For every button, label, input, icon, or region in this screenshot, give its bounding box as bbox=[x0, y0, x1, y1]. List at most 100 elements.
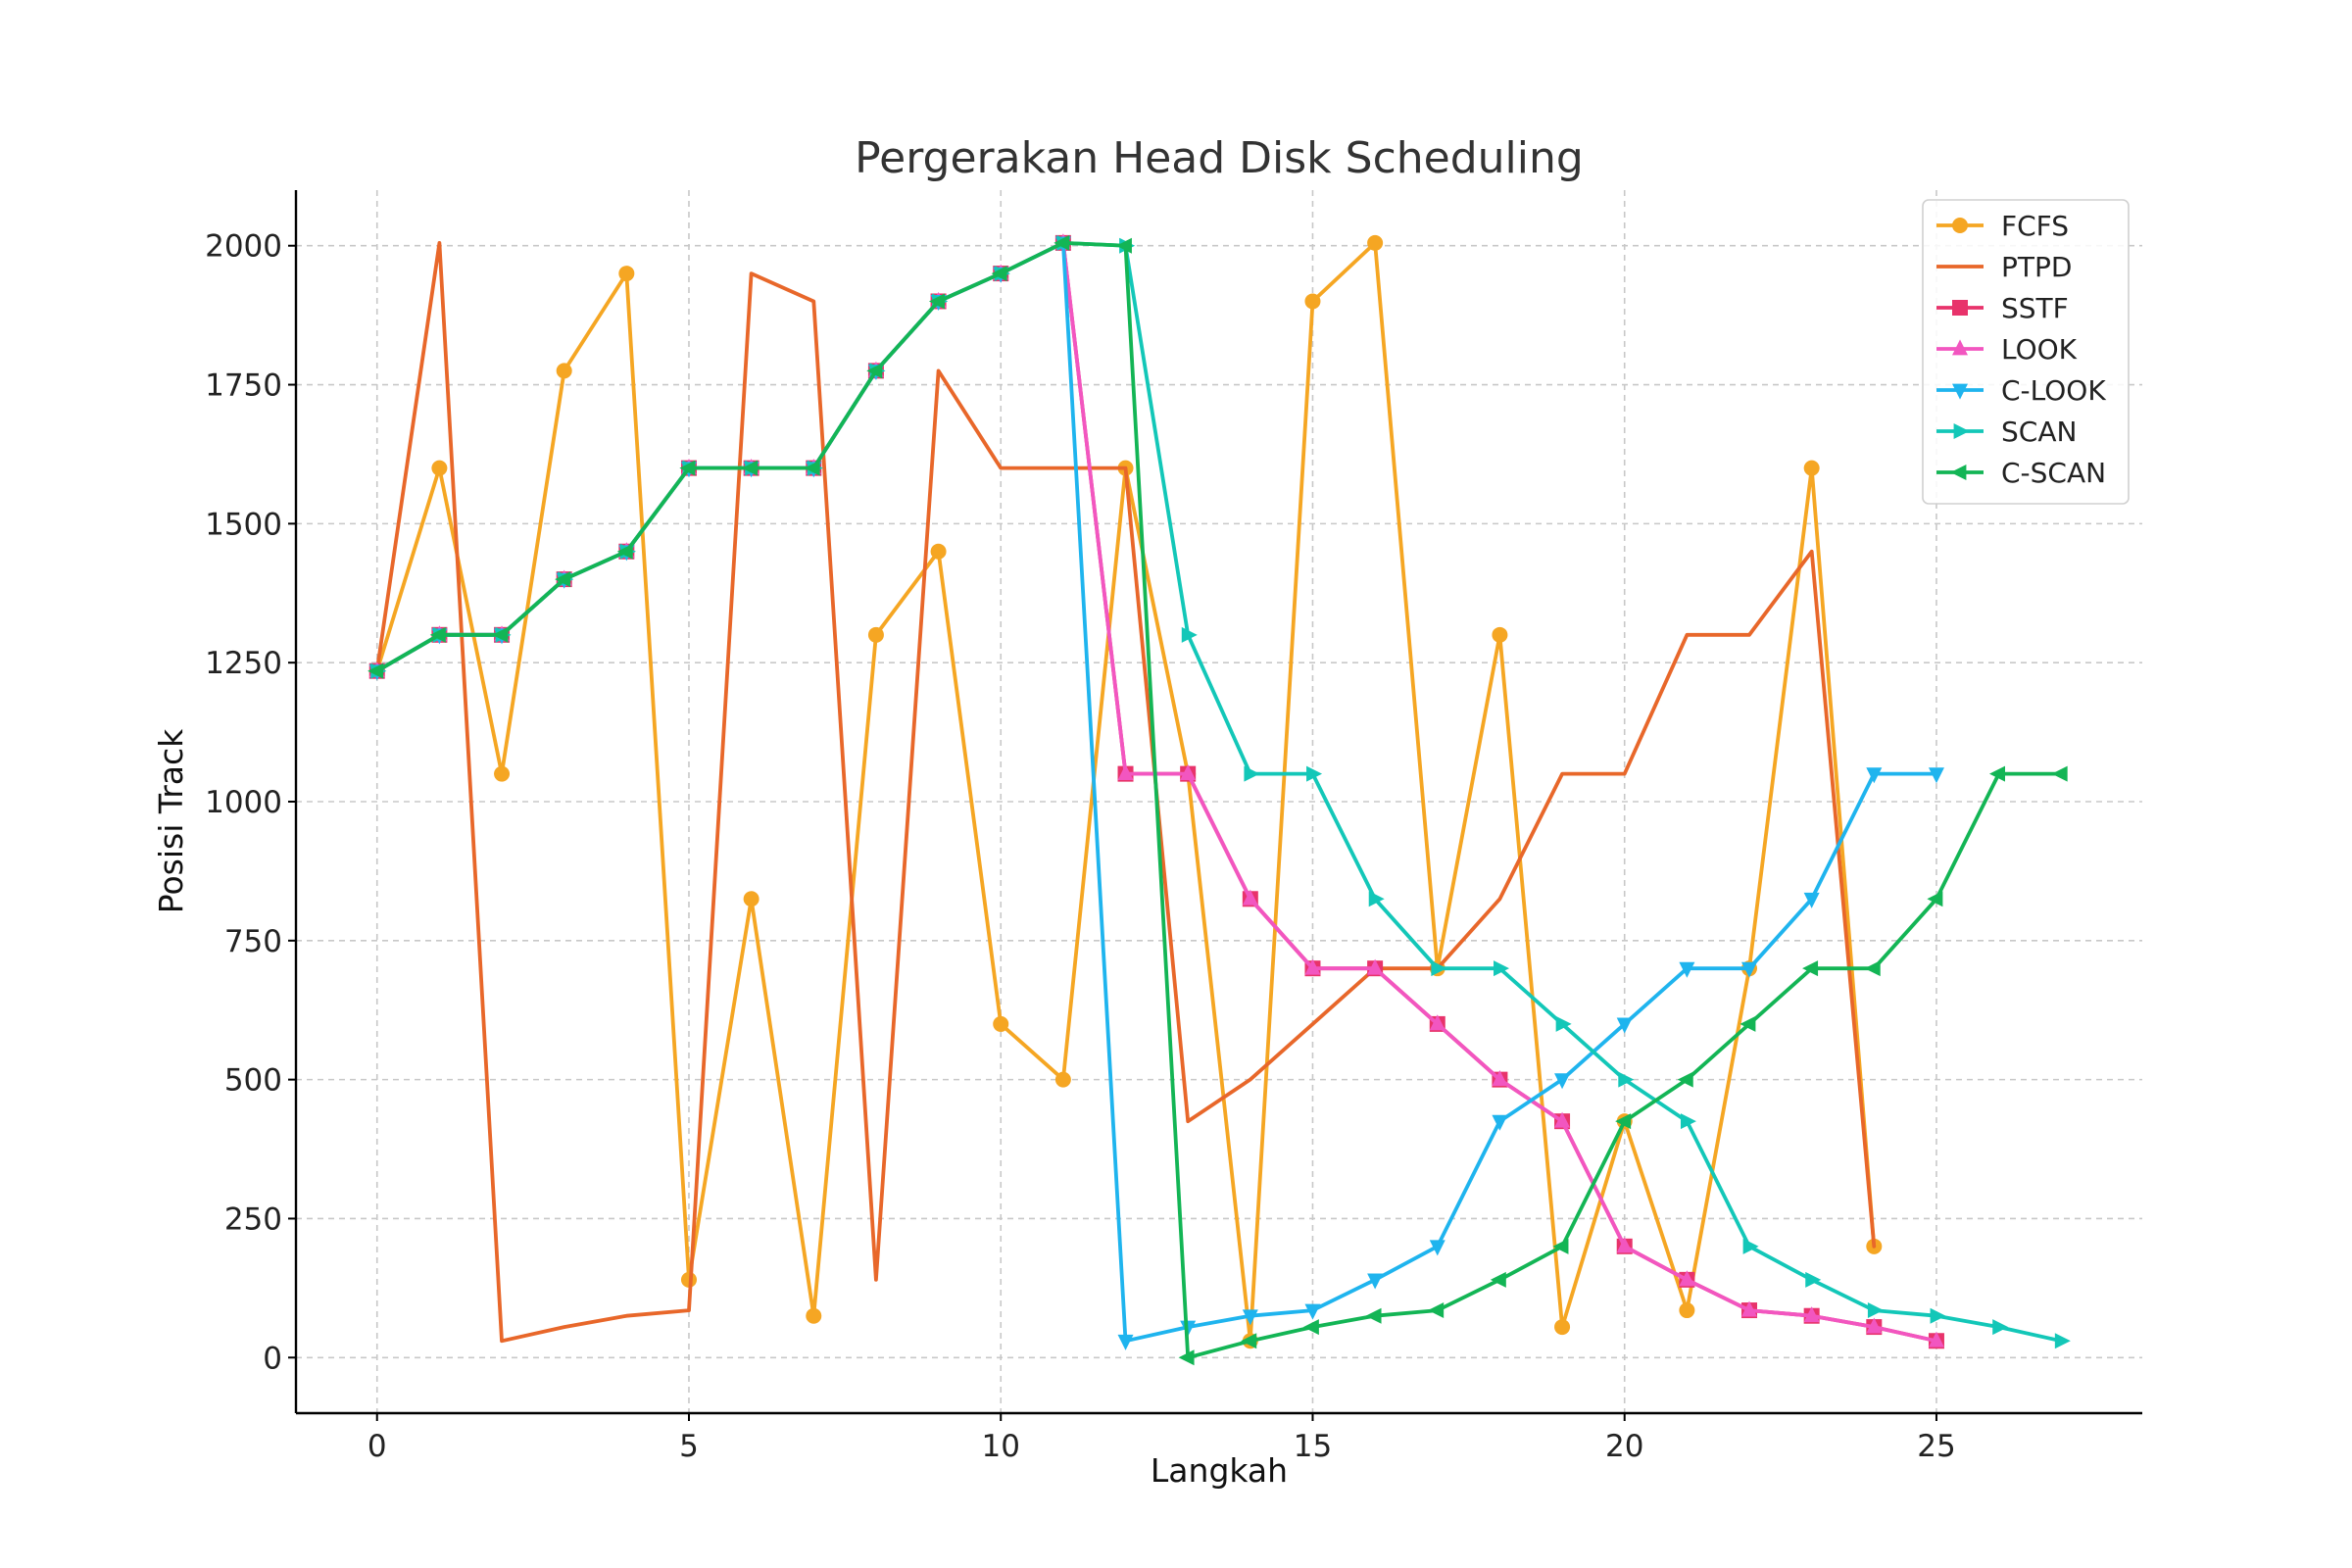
data-point-fcfs bbox=[1367, 234, 1384, 251]
data-point-fcfs bbox=[867, 626, 884, 643]
legend-marker bbox=[1952, 383, 1968, 400]
legend-item-sstf: SSTF bbox=[1936, 292, 2069, 324]
data-point-c-scan bbox=[1241, 1333, 1257, 1349]
series-group bbox=[368, 233, 2071, 1366]
data-point-c-scan bbox=[866, 363, 883, 379]
x-axis-title: Langkah bbox=[1151, 1451, 1288, 1490]
legend-label: SSTF bbox=[2001, 292, 2069, 324]
series-scan bbox=[370, 234, 2071, 1349]
data-point-scan bbox=[1680, 1113, 1696, 1130]
data-point-fcfs bbox=[1554, 1319, 1571, 1336]
data-point-fcfs bbox=[1679, 1302, 1695, 1319]
data-point-fcfs bbox=[930, 543, 947, 560]
data-point-c-look bbox=[1367, 1273, 1384, 1290]
data-point-look bbox=[1741, 1300, 1758, 1317]
data-point-c-scan bbox=[1552, 1238, 1569, 1254]
data-point-look bbox=[1242, 889, 1258, 906]
data-point-c-scan bbox=[1428, 1302, 1445, 1319]
legend-label: C-LOOK bbox=[2001, 374, 2106, 407]
data-point-c-look bbox=[1928, 767, 1944, 784]
y-tick-label: 1000 bbox=[205, 785, 282, 820]
grid bbox=[296, 190, 2142, 1413]
data-point-c-scan bbox=[1178, 1349, 1195, 1366]
data-point-c-scan bbox=[804, 460, 820, 476]
data-point-c-scan bbox=[1615, 1113, 1632, 1130]
data-point-c-scan bbox=[1115, 237, 1132, 254]
legend-marker bbox=[1952, 218, 1968, 233]
data-point-c-look bbox=[1304, 1303, 1321, 1320]
data-point-scan bbox=[1992, 1319, 2009, 1336]
data-point-look bbox=[1180, 764, 1197, 781]
data-point-c-scan bbox=[991, 266, 1007, 282]
data-point-c-scan bbox=[1677, 1071, 1693, 1088]
data-point-c-scan bbox=[1302, 1319, 1319, 1336]
data-point-scan bbox=[1244, 765, 1260, 782]
data-point-c-scan bbox=[616, 543, 633, 560]
y-tick-label: 1250 bbox=[205, 646, 282, 681]
data-point-scan bbox=[1867, 1302, 1884, 1319]
data-point-fcfs bbox=[494, 765, 511, 782]
data-point-look bbox=[1554, 1111, 1571, 1128]
data-point-c-look bbox=[1803, 892, 1820, 908]
data-point-scan bbox=[1805, 1271, 1822, 1288]
legend-item-look: LOOK bbox=[1936, 333, 2078, 366]
y-tick-label: 1500 bbox=[205, 507, 282, 542]
x-tick-label: 25 bbox=[1917, 1429, 1955, 1464]
y-axis-title: Posisi Track bbox=[152, 728, 190, 913]
data-point-look bbox=[1866, 1317, 1883, 1334]
legend-marker bbox=[1950, 465, 1967, 480]
data-point-scan bbox=[1181, 626, 1198, 643]
data-point-fcfs bbox=[556, 363, 572, 379]
series-ptpd bbox=[374, 240, 1877, 1344]
data-point-c-look bbox=[1741, 961, 1758, 978]
data-point-scan bbox=[1368, 891, 1385, 907]
data-point-look bbox=[1928, 1331, 1944, 1348]
series-line-scan bbox=[374, 240, 2064, 1344]
x-tick-label: 10 bbox=[982, 1429, 1020, 1464]
data-point-fcfs bbox=[1304, 293, 1321, 310]
legend: FCFS PTPD SSTF LOOK C-LOOK SCAN C-SCAN bbox=[1922, 199, 2130, 505]
data-point-scan bbox=[1494, 960, 1510, 977]
data-point-c-scan bbox=[742, 460, 759, 476]
legend-item-ptpd: PTPD bbox=[1936, 251, 2072, 283]
x-tick-label: 0 bbox=[368, 1429, 387, 1464]
data-point-scan bbox=[1618, 1071, 1635, 1088]
data-point-c-scan bbox=[555, 571, 571, 588]
data-point-look bbox=[1803, 1306, 1820, 1323]
data-point-c-look bbox=[1117, 1334, 1134, 1350]
data-point-c-look bbox=[1554, 1073, 1571, 1090]
legend-label: PTPD bbox=[2001, 251, 2072, 283]
data-point-fcfs bbox=[1054, 1071, 1071, 1088]
data-point-scan bbox=[1930, 1307, 1946, 1324]
data-point-scan bbox=[1555, 1015, 1572, 1032]
data-point-fcfs bbox=[743, 891, 760, 907]
data-point-look bbox=[1304, 958, 1321, 975]
series-line-fcfs bbox=[374, 240, 1877, 1344]
chart-title: Pergerakan Head Disk Scheduling bbox=[855, 133, 1584, 183]
series-line-ptpd bbox=[374, 240, 1877, 1344]
data-point-c-scan bbox=[1490, 1271, 1506, 1288]
legend-marker bbox=[1953, 423, 1970, 439]
data-point-c-look bbox=[1429, 1240, 1446, 1256]
data-point-c-scan bbox=[1864, 960, 1881, 977]
y-tick-label: 1750 bbox=[205, 368, 282, 404]
data-point-look bbox=[1616, 1237, 1633, 1253]
legend-item-c-look: C-LOOK bbox=[1936, 374, 2106, 407]
data-point-c-scan bbox=[368, 662, 384, 679]
legend-item-scan: SCAN bbox=[1936, 416, 2077, 448]
legend-label: LOOK bbox=[2001, 333, 2078, 366]
data-point-c-look bbox=[1679, 961, 1695, 978]
data-point-scan bbox=[2054, 1333, 2071, 1349]
data-point-fcfs bbox=[431, 460, 448, 476]
data-point-c-look bbox=[1866, 767, 1883, 784]
series-fcfs bbox=[368, 234, 1883, 1349]
data-point-look bbox=[1367, 958, 1384, 975]
data-point-c-scan bbox=[1989, 765, 2006, 782]
legend-label: FCFS bbox=[2001, 210, 2069, 242]
y-tick-label: 500 bbox=[224, 1063, 282, 1099]
y-tick-label: 0 bbox=[263, 1341, 282, 1376]
data-point-c-scan bbox=[1927, 891, 1943, 907]
x-tick-label: 5 bbox=[679, 1429, 699, 1464]
